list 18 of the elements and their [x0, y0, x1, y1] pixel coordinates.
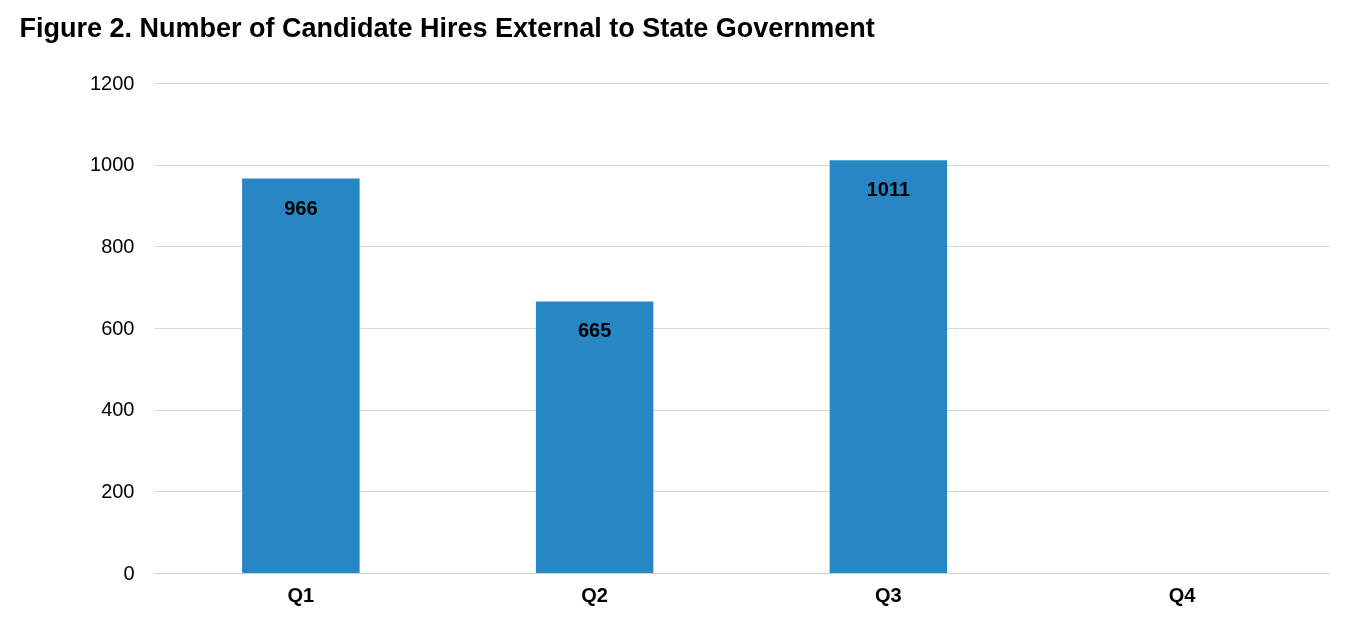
y-tick-label: 800 — [101, 234, 135, 257]
x-tick-label: Q4 — [1168, 583, 1197, 606]
y-tick-label: 1200 — [90, 71, 135, 94]
chart-title: Figure 2. Number of Candidate Hires External to State Government — [19, 13, 875, 43]
y-tick-label: 1000 — [90, 153, 135, 176]
y-tick-label: 0 — [123, 561, 135, 584]
bar — [829, 160, 948, 573]
x-tick-label: Q3 — [875, 583, 902, 606]
y-tick-label: 200 — [101, 479, 135, 502]
y-tick-label: 600 — [101, 316, 135, 339]
data-label: 665 — [577, 319, 612, 342]
bar — [535, 301, 654, 573]
data-label: 966 — [284, 196, 318, 219]
x-tick-label: Q2 — [581, 583, 608, 606]
x-tick-label: Q1 — [287, 583, 315, 606]
bar — [242, 178, 360, 573]
data-label: 1011 — [866, 178, 911, 201]
y-tick-label: 400 — [101, 398, 135, 421]
